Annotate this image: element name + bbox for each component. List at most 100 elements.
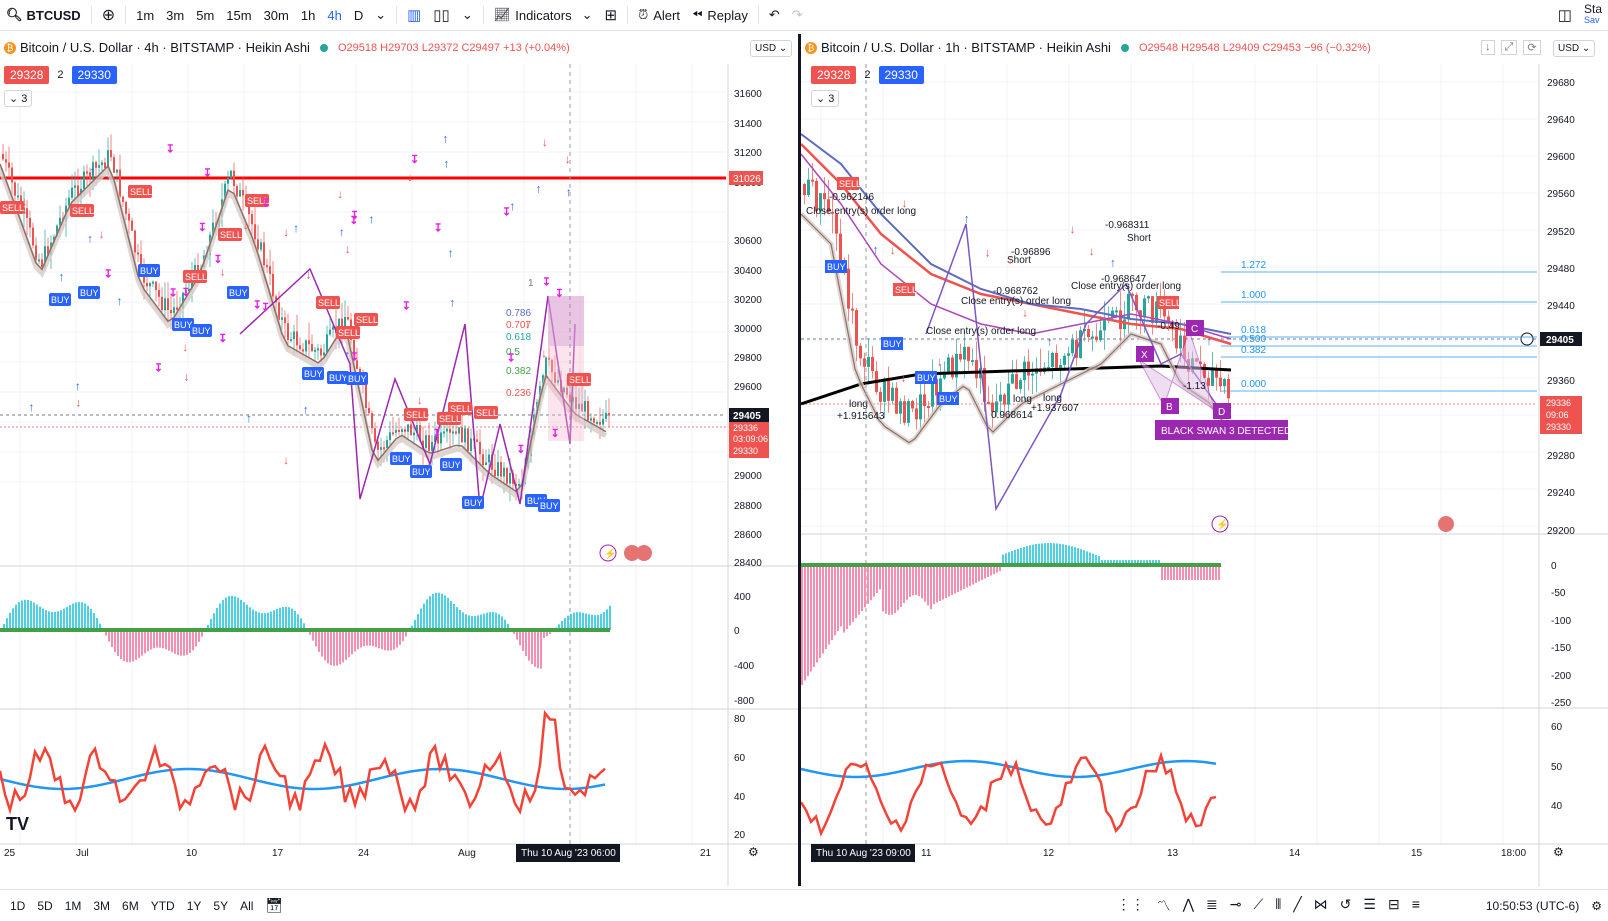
candle-body bbox=[971, 360, 974, 362]
interval-15m[interactable]: 15m bbox=[220, 0, 257, 30]
horizontal-line-icon[interactable]: ⊸ bbox=[1230, 896, 1242, 916]
fib-retrace-icon[interactable]: ☰ bbox=[1363, 896, 1376, 916]
candle-body bbox=[122, 197, 124, 202]
left-indicators-collapse[interactable]: ⌄ 3 bbox=[4, 90, 32, 107]
magenta-arrow-icon: ↧ bbox=[261, 302, 270, 314]
interval-3m[interactable]: 3m bbox=[160, 0, 190, 30]
settings-button[interactable]: ⚙ bbox=[1585, 899, 1608, 913]
fib-icon[interactable]: ⫴ bbox=[1275, 896, 1281, 916]
left-sell-price[interactable]: 29328 bbox=[4, 66, 49, 84]
candle-type-button[interactable]: ▥ bbox=[401, 0, 427, 30]
range-3m[interactable]: 3M bbox=[87, 899, 116, 913]
alert-button[interactable]: ⏰︎ Alert bbox=[632, 0, 686, 30]
macd-bar bbox=[120, 630, 122, 659]
candle-body bbox=[227, 178, 229, 184]
bars-type-button[interactable]: ▯▯ bbox=[427, 0, 456, 30]
trend-line-icon[interactable]: ╱ bbox=[1293, 896, 1301, 916]
candle-body bbox=[859, 346, 862, 359]
range-ytd[interactable]: YTD bbox=[145, 899, 181, 913]
interval-dropdown[interactable]: ⌄ bbox=[369, 0, 392, 30]
layouts-button[interactable]: ⊞ bbox=[599, 0, 624, 30]
clock[interactable]: 10:50:53 (UTC-6) bbox=[1480, 899, 1585, 913]
candle-body bbox=[239, 190, 241, 196]
right-currency-select[interactable]: USD ⌄ bbox=[1553, 40, 1595, 57]
measure-icon[interactable]: ⊟ bbox=[1388, 896, 1400, 916]
left-currency-select[interactable]: USD ⌄ bbox=[750, 40, 792, 57]
range-6m[interactable]: 6M bbox=[116, 899, 145, 913]
macd-bar bbox=[1197, 565, 1199, 580]
pattern-tool-icon[interactable]: 〽 bbox=[1157, 896, 1171, 916]
macd-bar bbox=[522, 630, 524, 651]
arrow-down-icon[interactable]: ↓ bbox=[1481, 40, 1495, 55]
chart-type-dropdown[interactable]: ⌄ bbox=[456, 0, 479, 30]
compare-button[interactable]: ⊕ bbox=[96, 0, 121, 30]
right-chart-canvas[interactable]: 2968029640296002956029520294802944029360… bbox=[801, 34, 1608, 886]
menu-icon[interactable]: ≡ bbox=[1412, 896, 1420, 916]
save-area[interactable]: Sta Sav bbox=[1578, 0, 1608, 30]
macd-bar bbox=[153, 630, 155, 648]
ray-icon[interactable]: ⟋ bbox=[1254, 896, 1264, 916]
signal-annotation: 0.968614 bbox=[991, 410, 1033, 421]
candle-body bbox=[293, 331, 295, 339]
drag-handle-icon[interactable]: ⋮⋮ bbox=[1117, 896, 1145, 916]
candle-body bbox=[847, 269, 850, 309]
candle-body bbox=[497, 462, 499, 476]
range-5d[interactable]: 5D bbox=[31, 899, 58, 913]
candle-body bbox=[1059, 365, 1062, 368]
parallel-channel-icon[interactable]: ≣ bbox=[1206, 896, 1218, 916]
macd-bar bbox=[927, 565, 929, 605]
maximize-icon[interactable]: ⤢ bbox=[1501, 40, 1518, 55]
interval-4h[interactable]: 4h bbox=[321, 0, 347, 30]
interval-1h[interactable]: 1h bbox=[295, 0, 321, 30]
interval-5m[interactable]: 5m bbox=[190, 0, 220, 30]
redo-button[interactable]: ↷ bbox=[786, 0, 809, 30]
layout-toggle-button[interactable]: ◫ bbox=[1552, 0, 1578, 30]
right-buy-price[interactable]: 29330 bbox=[879, 66, 924, 84]
candle-body bbox=[176, 307, 178, 309]
macd-bar bbox=[387, 630, 389, 651]
price-tick-label: 31200 bbox=[734, 148, 762, 159]
left-buy-price[interactable]: 29330 bbox=[72, 66, 117, 84]
rsi-signal-line bbox=[0, 769, 605, 789]
magenta-arrow-icon: ↧ bbox=[542, 277, 551, 289]
right-indicators-collapse[interactable]: ⌄ 3 bbox=[811, 90, 839, 107]
goto-date-button[interactable]: 📅︎ bbox=[259, 897, 289, 914]
macd-bar bbox=[930, 565, 932, 609]
curve-icon[interactable]: ↺ bbox=[1340, 896, 1352, 916]
indicators-button[interactable]: 📈︎ Indicators ⌄ bbox=[488, 0, 599, 30]
undo-button[interactable]: ↶ bbox=[763, 0, 786, 30]
interval-30m[interactable]: 30m bbox=[258, 0, 295, 30]
macd-bar bbox=[84, 603, 86, 630]
candle-body bbox=[167, 298, 169, 310]
range-1m[interactable]: 1M bbox=[59, 899, 88, 913]
right-sell-price[interactable]: 29328 bbox=[811, 66, 856, 84]
macd-bar bbox=[951, 565, 953, 595]
macd-bar bbox=[231, 596, 233, 630]
signal-label: SELL bbox=[185, 272, 207, 282]
macd-bar bbox=[483, 614, 485, 630]
abc-pattern-icon[interactable]: ⋀ bbox=[1183, 896, 1194, 916]
rsi-tick-label: 60 bbox=[734, 753, 746, 764]
symbol-search[interactable]: 🔍︎ BTCUSD bbox=[0, 0, 87, 30]
left-chart-canvas[interactable]: 3160031400312003080030600304003020030000… bbox=[0, 34, 798, 886]
range-1d[interactable]: 1D bbox=[4, 899, 31, 913]
macd-bar bbox=[840, 565, 842, 627]
candle-body bbox=[149, 283, 151, 286]
refresh-icon[interactable]: ⟳ bbox=[1523, 40, 1540, 55]
replay-button[interactable]: ⏪︎ Replay bbox=[686, 0, 754, 30]
xabcd-icon[interactable]: ⋈ bbox=[1314, 896, 1328, 916]
interval-D[interactable]: D bbox=[348, 0, 369, 30]
candle-body bbox=[1003, 395, 1006, 405]
macd-bar bbox=[129, 630, 131, 662]
range-all[interactable]: All bbox=[234, 899, 259, 913]
macd-bar bbox=[1011, 551, 1013, 565]
signal-sell: SELL bbox=[336, 326, 360, 339]
left-chart-panel[interactable]: 3160031400312003080030600304003020030000… bbox=[0, 34, 798, 886]
candle-body bbox=[506, 468, 508, 484]
save-label: Sta bbox=[1584, 4, 1602, 15]
interval-1m[interactable]: 1m bbox=[130, 0, 160, 30]
range-5y[interactable]: 5Y bbox=[207, 899, 234, 913]
range-1y[interactable]: 1Y bbox=[181, 899, 208, 913]
candle-body bbox=[272, 274, 274, 297]
